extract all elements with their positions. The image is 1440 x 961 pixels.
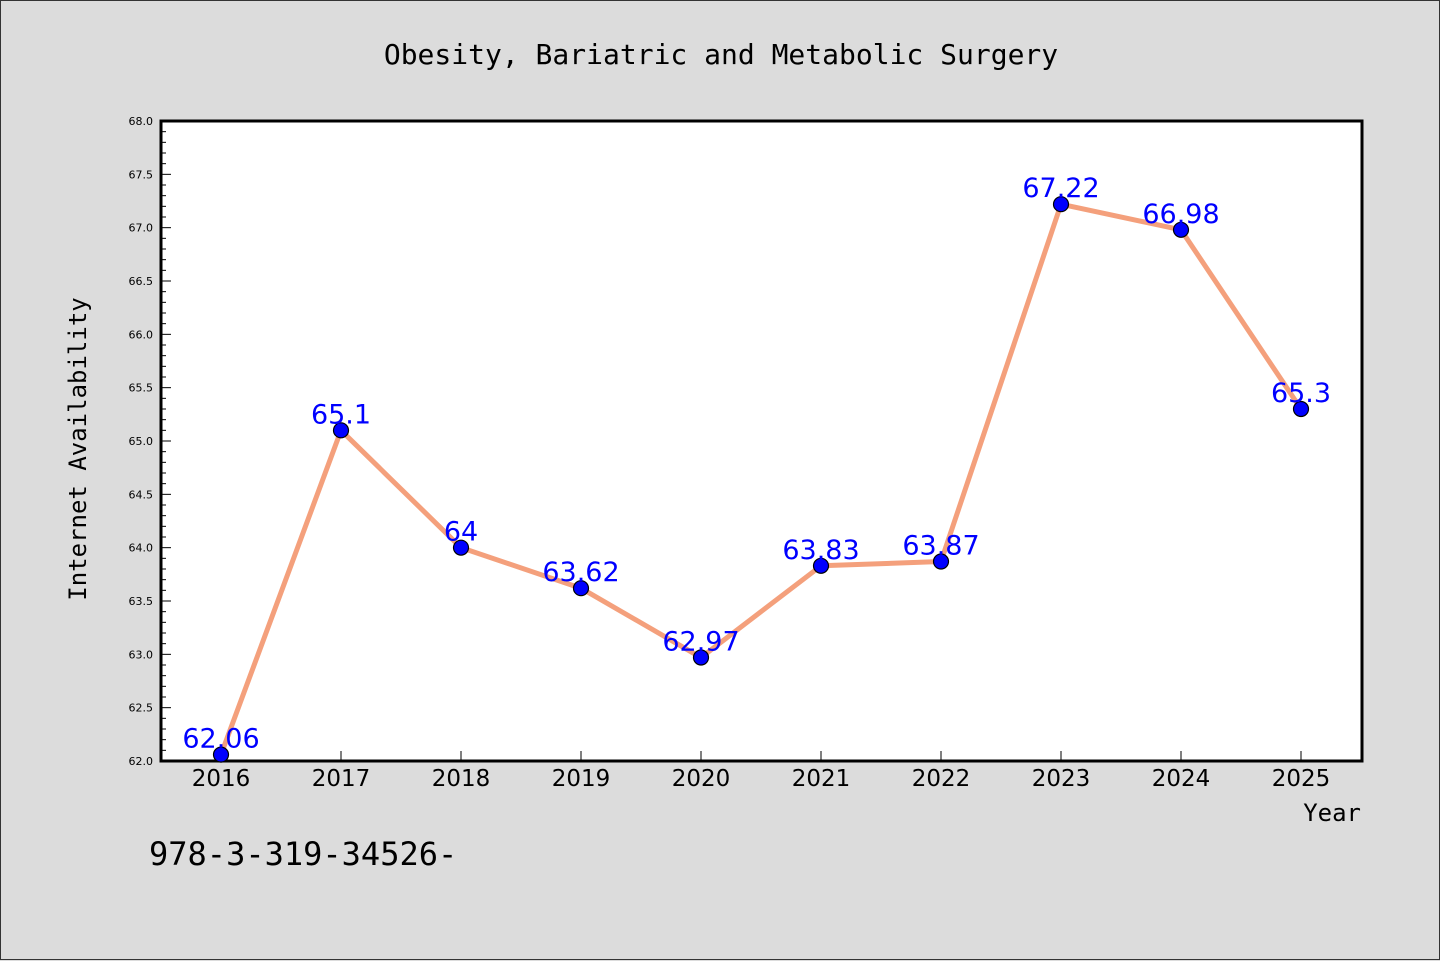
data-point-marker (332, 422, 350, 439)
isbn-footer-text: 978-3-319-34526- (149, 835, 457, 873)
y-axis-ticks: 62.0 62.5 63.0 63.5 64.0 64.5 65.0 65.5 66.0 66.5… (129, 115, 171, 768)
y-axis-label: Internet Availability (64, 297, 92, 600)
x-tick-label: 2021 (792, 766, 851, 792)
data-label: 63.83 (782, 535, 859, 566)
data-label: 64 (444, 517, 478, 548)
data-point-marker (572, 580, 590, 597)
data-label: 66.98 (1142, 199, 1219, 230)
y-tick-label: 68.0 (129, 115, 154, 128)
y-tick-label: 65.5 (129, 382, 154, 395)
data-label: 67.22 (1022, 173, 1099, 204)
y-tick-label: 64.5 (129, 488, 154, 501)
x-tick-label: 2018 (432, 766, 491, 792)
x-axis-label: Year (1303, 799, 1361, 827)
y-tick-label: 62.0 (129, 755, 154, 768)
data-label: 63.62 (542, 557, 619, 588)
data-point-marker (932, 553, 950, 570)
series-layer (212, 196, 1310, 763)
y-tick-label: 62.5 (129, 702, 154, 715)
data-label: 65.3 (1271, 378, 1331, 409)
data-point-marker (692, 649, 710, 666)
y-tick-label: 66.0 (129, 328, 154, 341)
data-point-marker (1052, 196, 1070, 213)
x-tick-label: 2019 (552, 766, 611, 792)
data-point-marker (452, 539, 470, 556)
data-point-marker (812, 557, 830, 574)
data-label: 62.97 (662, 627, 739, 658)
y-tick-label: 64.0 (129, 542, 154, 555)
y-tick-label: 65.0 (129, 435, 154, 448)
y-tick-label: 67.5 (129, 168, 154, 181)
data-label: 62.06 (182, 724, 259, 755)
data-label: 63.87 (902, 531, 979, 562)
y-tick-label: 66.5 (129, 275, 154, 288)
y-tick-label: 63.0 (129, 648, 154, 661)
data-point-marker (1292, 400, 1310, 418)
data-point-marker (212, 746, 230, 763)
data-label: 65.1 (311, 399, 371, 430)
x-tick-label: 2022 (912, 766, 971, 792)
data-labels-layer: 62.06 65.1 64 63.62 62.97 63.83 63.87 67.22 66.9… (182, 173, 1331, 754)
x-tick-label: 2024 (1152, 766, 1211, 792)
y-tick-label: 63.5 (129, 595, 154, 608)
x-tick-label: 2020 (672, 766, 731, 792)
x-axis-ticks: 2016 2017 2018 2019 2020 2021 2022 2023 2024 2025 (192, 751, 1331, 792)
x-tick-label: 2023 (1032, 766, 1091, 792)
chart-title: Obesity, Bariatric and Metabolic Surgery (384, 38, 1058, 71)
y-tick-label: 67.0 (129, 222, 154, 235)
x-tick-label: 2025 (1272, 766, 1331, 792)
data-point-marker (1172, 221, 1190, 238)
series-line (218, 201, 1304, 758)
x-tick-label: 2016 (192, 766, 251, 792)
x-tick-label: 2017 (312, 766, 371, 792)
